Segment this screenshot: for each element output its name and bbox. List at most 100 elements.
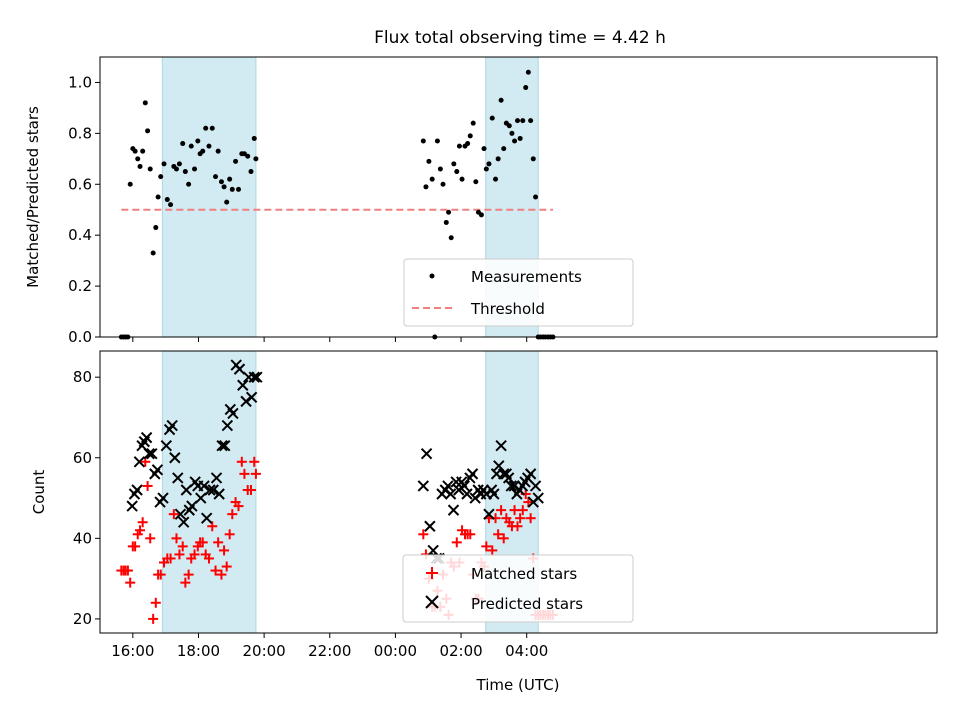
matched-star-point <box>216 569 227 580</box>
predicted-star-point <box>529 480 542 492</box>
ratio-legend: Measurements Threshold <box>403 258 634 327</box>
matched-star-point <box>125 577 136 588</box>
measurement-point <box>509 130 515 136</box>
matched-star-point <box>148 613 159 624</box>
matched-star-point <box>177 541 188 552</box>
predicted-star-point <box>458 480 471 492</box>
measurement-point <box>523 85 529 91</box>
matched-star-point <box>239 468 250 479</box>
count-x-ticks: 16:00 18:00 20:00 22:00 00:00 02:00 04:00 <box>111 633 548 660</box>
measurement-point <box>495 156 501 162</box>
matched-star-point <box>155 569 166 580</box>
measurement-point <box>224 199 230 205</box>
measurement-point <box>501 146 507 152</box>
measurement-point <box>481 146 487 152</box>
predicted-star-point <box>143 448 155 460</box>
matched-star-point <box>249 456 260 467</box>
measurement-point <box>142 100 148 106</box>
legend-predicted-label: Predicted stars <box>471 595 583 613</box>
matched-star-point <box>171 533 182 544</box>
matched-star-point <box>525 513 536 524</box>
predicted-star-point <box>213 488 225 500</box>
matched-star-point <box>210 565 221 576</box>
measurement-point <box>454 169 460 175</box>
y-tick-label: 0.6 <box>68 175 92 193</box>
measurement-point <box>470 120 476 126</box>
ratio-x-ticks <box>132 337 528 342</box>
measurement-point <box>245 153 251 159</box>
matched-star-point <box>203 553 214 564</box>
predicted-star-point <box>151 464 164 476</box>
measurement-point <box>229 186 235 192</box>
predicted-star-point <box>200 512 213 524</box>
measurement-point <box>164 197 170 203</box>
measurement-point <box>512 138 518 144</box>
matched-star-point <box>130 541 141 552</box>
measurement-point <box>213 174 219 180</box>
predicted-star-point <box>198 480 210 492</box>
measurement-point <box>426 158 432 164</box>
measurement-point <box>195 138 201 144</box>
ratio-y-ticks: 0.0 0.2 0.4 0.6 0.8 1.0 <box>68 73 100 346</box>
predicted-star-point <box>420 448 433 460</box>
matched-star-point <box>227 509 238 520</box>
measurement-point <box>203 125 209 131</box>
matched-star-point <box>498 533 509 544</box>
measurement-point <box>233 158 239 164</box>
measurement-point <box>176 161 182 167</box>
predicted-star-point <box>131 484 143 496</box>
predicted-star-point <box>172 472 184 484</box>
matched-star-point <box>481 541 492 552</box>
predicted-star-point <box>180 484 193 496</box>
measurement-point <box>525 69 531 75</box>
measurement-point <box>533 194 539 200</box>
ratio-legend-box <box>403 258 634 327</box>
measurement-point <box>489 115 495 121</box>
matched-star-point <box>418 529 429 540</box>
matched-star-point <box>189 549 200 560</box>
predicted-star-point <box>524 468 537 480</box>
matched-star-point <box>224 529 235 540</box>
measurement-point <box>186 181 192 187</box>
matched-star-point <box>523 497 534 508</box>
measurement-point <box>173 166 179 172</box>
measurement-point <box>437 166 443 172</box>
predicted-star-point <box>251 371 263 383</box>
legend-measurements-marker <box>429 273 435 279</box>
measurement-point <box>180 141 186 147</box>
measurement-point <box>520 118 526 124</box>
count-y-ticks: 20 40 60 80 <box>73 368 100 628</box>
legend-threshold-label: Threshold <box>470 300 545 318</box>
predicted-star-point <box>442 480 454 492</box>
legend-matched-marker <box>426 567 438 579</box>
matched-star-point <box>512 521 523 532</box>
measurement-point <box>517 135 523 141</box>
x-tick-label: 00:00 <box>374 642 417 660</box>
measurement-point <box>451 161 457 167</box>
measurement-point <box>456 143 462 149</box>
predicted-star-point <box>488 488 500 500</box>
y-tick-label: 0.8 <box>68 124 92 142</box>
predicted-star-point <box>444 488 457 500</box>
matched-star-point <box>465 529 476 540</box>
y-tick-label: 0.0 <box>68 328 92 346</box>
measurement-point <box>459 176 465 182</box>
matched-star-point <box>168 509 179 520</box>
predicted-star-point <box>461 488 473 500</box>
measurement-point <box>206 143 212 149</box>
matched-star-point <box>219 545 230 556</box>
count-legend: Matched stars Predicted stars <box>402 554 634 623</box>
measurement-points <box>118 69 556 340</box>
measurement-point <box>483 166 489 172</box>
measurement-point <box>253 156 259 162</box>
x-tick-label: 22:00 <box>308 642 351 660</box>
x-tick-label: 16:00 <box>111 642 154 660</box>
measurement-point <box>434 138 440 144</box>
measurement-point <box>236 186 242 192</box>
measurement-point <box>135 156 141 162</box>
y-tick-label: 60 <box>73 449 92 467</box>
predicted-star-point <box>237 379 249 391</box>
predicted-star-point <box>204 484 216 496</box>
legend-matched-label: Matched stars <box>471 565 577 583</box>
x-tick-label: 02:00 <box>439 642 482 660</box>
